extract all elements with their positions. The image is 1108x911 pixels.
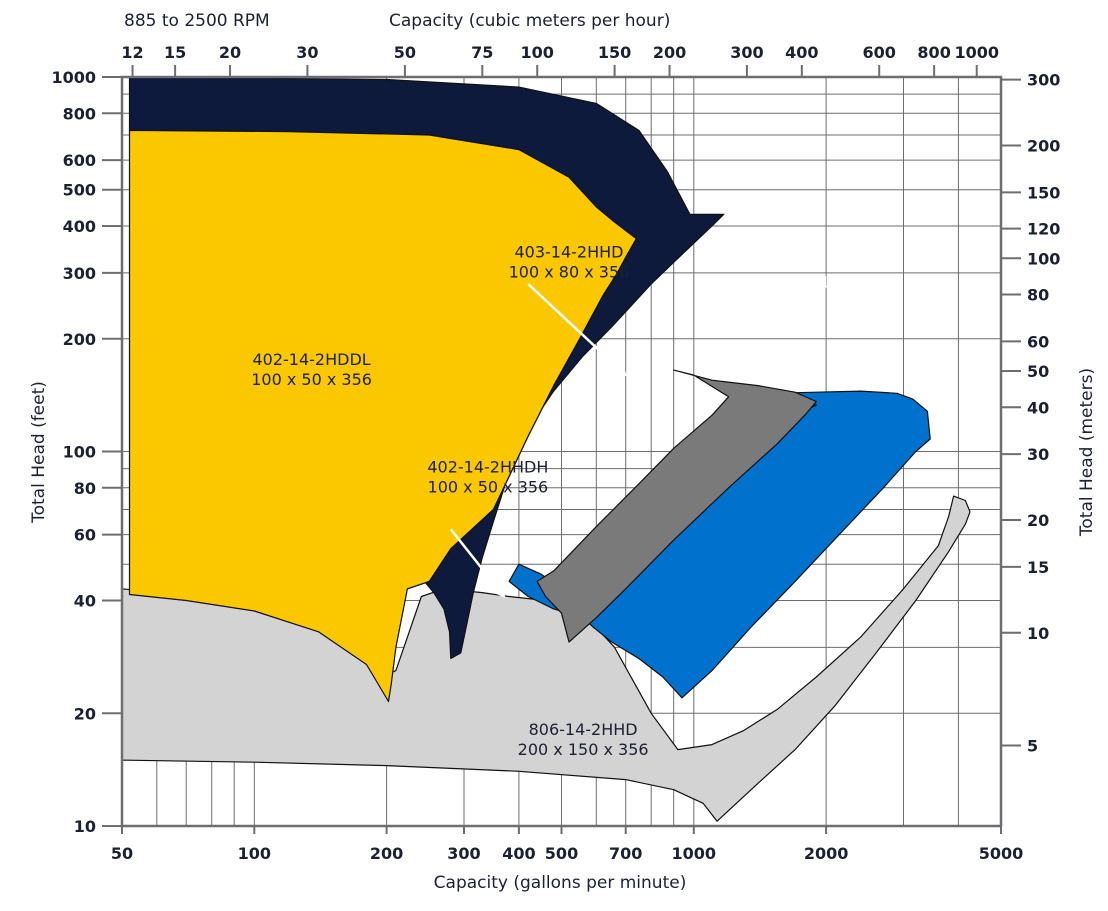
y-tick-label: 800 [63, 104, 96, 123]
y2-tick-label: 10 [1027, 624, 1049, 643]
y-tick-label: 10 [74, 817, 96, 836]
y2-tick-label: 150 [1027, 183, 1060, 202]
y2-tick-label: 200 [1027, 137, 1060, 156]
y2-tick-label: 30 [1027, 445, 1049, 464]
x2-tick-label: 15 [164, 43, 186, 62]
y2-tick-label: 40 [1027, 398, 1049, 417]
x2-axis-title: Capacity (cubic meters per hour) [389, 11, 670, 31]
y2-tick-label: 15 [1027, 558, 1049, 577]
y-tick-label: 600 [63, 151, 96, 170]
x-tick-label: 700 [609, 844, 642, 863]
y-tick-label: 400 [63, 217, 96, 236]
region-label-size: 100 x 50 x 356 [251, 370, 372, 389]
y-tick-label: 300 [63, 264, 96, 283]
x2-tick-label: 150 [598, 43, 631, 62]
x-tick-label: 2000 [804, 844, 849, 863]
region-label-name: 402-14-2HHDH [427, 457, 548, 476]
y-tick-label: 1000 [51, 68, 96, 87]
x2-tick-label: 400 [785, 43, 818, 62]
x-tick-label: 50 [111, 844, 133, 863]
y2-tick-label: 300 [1027, 71, 1060, 90]
region-402-14-2hddl [128, 129, 637, 703]
region-label-name: 402-14-2HDDL [252, 350, 370, 369]
y-tick-label: 500 [63, 181, 96, 200]
x-tick-label: 1000 [672, 844, 717, 863]
region-label-name: 604-14-2HHD [831, 252, 940, 271]
x2-tick-label: 100 [521, 43, 554, 62]
callout-arrow [527, 283, 628, 377]
x-tick-label: 200 [370, 844, 403, 863]
x-tick-label: 100 [238, 844, 271, 863]
region-403-14-2hhd [536, 369, 817, 643]
y-tick-label: 100 [63, 443, 96, 462]
x2-tick-label: 800 [917, 43, 950, 62]
region-806-14-2hhd [121, 495, 971, 822]
y-tick-label: 40 [74, 592, 96, 611]
x-tick-label: 500 [545, 844, 578, 863]
y-axis-title: Total Head (feet) [29, 381, 49, 524]
region-label-size: 150 x 100 x 356 [820, 272, 951, 291]
y2-tick-label: 20 [1027, 511, 1049, 530]
x2-tick-label: 50 [394, 43, 416, 62]
y-tick-label: 80 [74, 479, 96, 498]
x-tick-label: 5000 [979, 844, 1024, 863]
x2-tick-label: 20 [219, 43, 241, 62]
callout-arrow [449, 528, 506, 599]
y-tick-label: 20 [74, 704, 96, 723]
y2-tick-label: 100 [1027, 249, 1060, 268]
y2-axis-title: Total Head (meters) [1077, 368, 1097, 537]
region-label-name: 403-14-2HHD [514, 242, 623, 261]
y2-tick-label: 50 [1027, 362, 1049, 381]
x2-tick-label: 1000 [954, 43, 999, 62]
y2-tick-label: 5 [1027, 736, 1038, 755]
x2-tick-label: 200 [653, 43, 686, 62]
region-label-name: 806-14-2HHD [529, 720, 638, 739]
region-label-size: 200 x 150 x 356 [518, 740, 649, 759]
region-label-size: 100 x 80 x 356 [509, 262, 630, 281]
region-label-size: 100 x 50 x 356 [428, 477, 549, 496]
y-tick-label: 60 [74, 526, 96, 545]
x2-tick-label: 30 [296, 43, 318, 62]
x-tick-label: 400 [502, 844, 535, 863]
x-axis-title: Capacity (gallons per minute) [434, 873, 687, 893]
x2-tick-label: 12 [121, 43, 143, 62]
tick-layer: 50 100 200 300 400 500 700 1000 2000 5000 10 20 40 60… [51, 43, 1060, 863]
y-tick-label: 200 [63, 330, 96, 349]
x2-tick-label: 75 [471, 43, 493, 62]
y2-tick-label: 120 [1027, 220, 1060, 239]
region-layer [121, 76, 971, 822]
x-tick-label: 300 [447, 844, 480, 863]
title: 885 to 2500 RPM [124, 11, 270, 31]
y2-tick-label: 60 [1027, 332, 1049, 351]
y2-tick-label: 80 [1027, 286, 1049, 305]
x2-tick-label: 300 [730, 43, 763, 62]
arrow-layer [449, 283, 628, 599]
x2-tick-label: 600 [863, 43, 896, 62]
